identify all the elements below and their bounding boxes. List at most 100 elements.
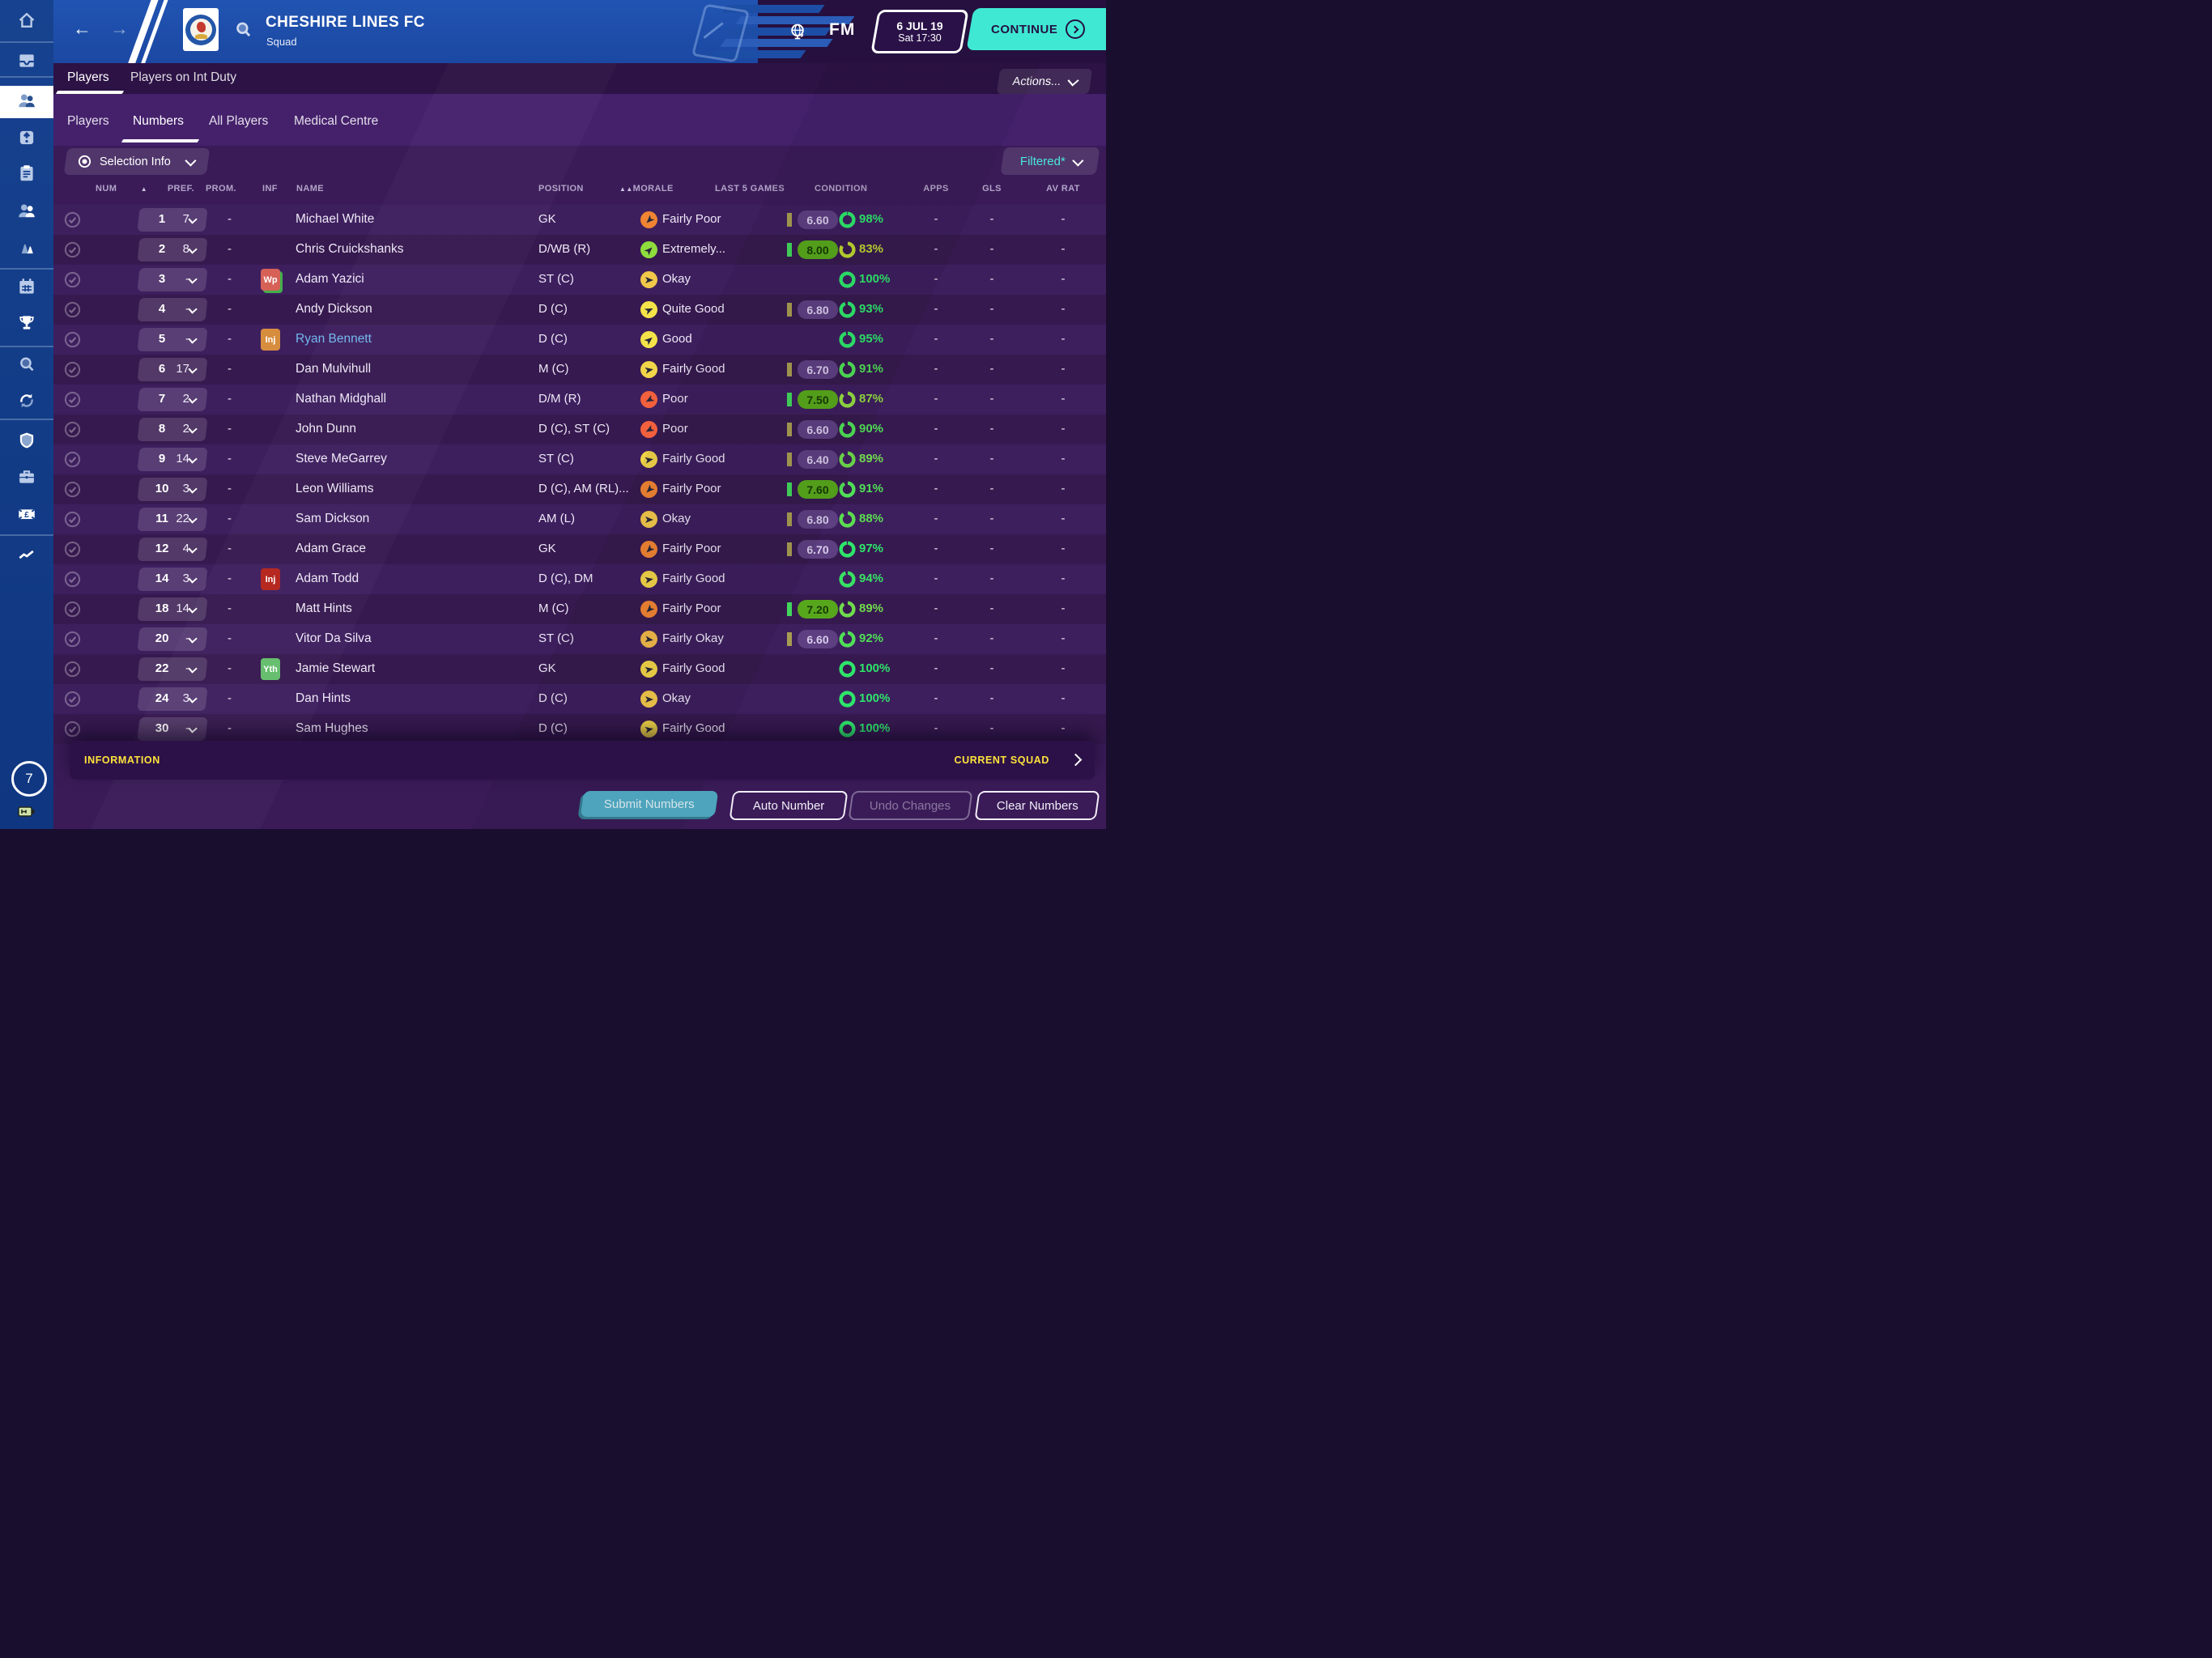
- table-row[interactable]: 22- - Yth Jamie Stewart GK Fairly Good 100% - - -: [53, 654, 1106, 684]
- clear-numbers-button[interactable]: Clear Numbers: [974, 791, 1100, 820]
- sidebar-item-home[interactable]: [0, 6, 53, 38]
- table-row[interactable]: 30- - Sam Hughes D (C) Fairly Good 100% - - -: [53, 714, 1106, 744]
- row-selected-check-icon[interactable]: [64, 451, 81, 472]
- submit-numbers-button[interactable]: Submit Numbers: [580, 791, 719, 817]
- sidebar-item-search[interactable]: [0, 350, 53, 382]
- column-header-inf[interactable]: INF: [262, 184, 278, 193]
- table-row[interactable]: 2 8- Chris Cruickshanks D/WB (R) Extremely..…: [53, 235, 1106, 265]
- player-name[interactable]: Jamie Stewart: [296, 661, 376, 675]
- column-header-apps[interactable]: APPS: [923, 184, 949, 193]
- row-selected-check-icon[interactable]: [64, 541, 81, 562]
- table-row[interactable]: 24 3- Dan Hints D (C) Okay 100% - - -: [53, 684, 1106, 714]
- player-name[interactable]: John Dunn: [296, 422, 356, 436]
- sidebar-item-promotion[interactable]: [0, 123, 53, 155]
- player-name[interactable]: Vitor Da Silva: [296, 631, 372, 645]
- table-row[interactable]: 6 17- Dan Mulvihull M (C) Fairly Good 6.70 91%…: [53, 355, 1106, 385]
- column-header-pos[interactable]: POSITION: [538, 184, 584, 193]
- row-selected-check-icon[interactable]: [64, 421, 81, 442]
- column-header-gls[interactable]: GLS: [982, 184, 1002, 193]
- row-selected-check-icon[interactable]: [64, 511, 81, 532]
- sidebar-item-briefcase[interactable]: [0, 462, 53, 495]
- row-selected-check-icon[interactable]: [64, 271, 81, 292]
- row-selected-check-icon[interactable]: [64, 301, 81, 322]
- row-selected-check-icon[interactable]: [64, 331, 81, 352]
- table-row[interactable]: 8 2- John Dunn D (C), ST (C) Poor 6.60 90% - - -: [53, 414, 1106, 444]
- club-crest[interactable]: [183, 8, 219, 51]
- selection-info-button[interactable]: Selection Info: [63, 148, 211, 175]
- sidebar-item-calendar[interactable]: [0, 272, 53, 304]
- row-selected-check-icon[interactable]: [64, 361, 81, 382]
- player-name[interactable]: Ryan Bennett: [296, 332, 372, 346]
- sidebar-item-notes[interactable]: [0, 159, 53, 191]
- player-name[interactable]: Sam Dickson: [296, 512, 370, 525]
- column-header-morale[interactable]: ▲▲MORALE: [619, 184, 674, 193]
- column-header-last5[interactable]: LAST 5 GAMES: [715, 184, 785, 193]
- tab-players[interactable]: Players: [67, 114, 109, 128]
- player-name[interactable]: Dan Hints: [296, 691, 351, 705]
- search-icon[interactable]: [233, 19, 254, 40]
- sidebar-item-finances[interactable]: £: [0, 500, 53, 532]
- back-button[interactable]: ←: [73, 18, 91, 39]
- row-selected-check-icon[interactable]: [64, 391, 81, 412]
- column-header-cond[interactable]: CONDITION: [815, 184, 868, 193]
- tab-players-on-int-duty[interactable]: Players on Int Duty: [130, 70, 236, 84]
- player-name[interactable]: Adam Grace: [296, 542, 367, 555]
- column-header-num[interactable]: NUM ▲: [96, 184, 148, 193]
- row-selected-check-icon[interactable]: [64, 691, 81, 712]
- player-name[interactable]: Steve MeGarrey: [296, 452, 387, 466]
- player-name[interactable]: Andy Dickson: [296, 302, 372, 316]
- row-selected-check-icon[interactable]: [64, 661, 81, 682]
- tab-players[interactable]: Players: [67, 70, 109, 84]
- table-row[interactable]: 14 3- Inj Adam Todd D (C), DM Fairly Good 94% -…: [53, 564, 1106, 594]
- continue-button[interactable]: CONTINUE: [966, 8, 1106, 50]
- column-header-name[interactable]: NAME: [296, 184, 324, 193]
- player-name[interactable]: Nathan Midghall: [296, 392, 387, 406]
- player-name[interactable]: Adam Yazici: [296, 272, 364, 286]
- player-name[interactable]: Michael White: [296, 212, 375, 226]
- sidebar-item-trophy[interactable]: [0, 308, 53, 341]
- table-row[interactable]: 4- - Andy Dickson D (C) Quite Good 6.80 93% - - -: [53, 295, 1106, 325]
- row-selected-check-icon[interactable]: [64, 241, 81, 262]
- sidebar-item-training[interactable]: [0, 232, 53, 265]
- player-name[interactable]: Dan Mulvihull: [296, 362, 372, 376]
- notification-count-badge[interactable]: 7: [11, 761, 47, 797]
- row-selected-check-icon[interactable]: [64, 211, 81, 232]
- player-name[interactable]: Sam Hughes: [296, 721, 368, 735]
- sidebar-item-squad[interactable]: [0, 86, 53, 118]
- table-row[interactable]: 9 14- Steve MeGarrey ST (C) Fairly Good 6.40 8…: [53, 444, 1106, 474]
- sidebar-item-staff[interactable]: [0, 196, 53, 228]
- row-selected-check-icon[interactable]: [64, 481, 81, 502]
- sidebar-item-transfers[interactable]: [0, 386, 53, 419]
- table-row[interactable]: 18 14- Matt Hints M (C) Fairly Poor 7.20 89% - -…: [53, 594, 1106, 624]
- sidebar-item-shield[interactable]: [0, 426, 53, 458]
- table-row[interactable]: 12 4- Adam Grace GK Fairly Poor 6.70 97% - - -: [53, 534, 1106, 564]
- tab-medical-centre[interactable]: Medical Centre: [294, 114, 379, 128]
- table-row[interactable]: 10 3- Leon Williams D (C), AM (RL)... Fairly…: [53, 474, 1106, 504]
- player-name[interactable]: Chris Cruickshanks: [296, 242, 404, 256]
- forward-button[interactable]: →: [110, 18, 129, 39]
- row-selected-check-icon[interactable]: [64, 601, 81, 622]
- row-selected-check-icon[interactable]: [64, 631, 81, 652]
- column-header-pref[interactable]: PREF.: [167, 184, 194, 193]
- table-row[interactable]: 20- - Vitor Da Silva ST (C) Fairly Okay 6.60 9…: [53, 624, 1106, 654]
- player-name[interactable]: Adam Todd: [296, 572, 359, 585]
- actions-button[interactable]: Actions...: [996, 69, 1093, 94]
- row-selected-check-icon[interactable]: [64, 721, 81, 742]
- globe-icon[interactable]: [788, 21, 807, 42]
- table-row[interactable]: 5- - Inj Ryan Bennett D (C) Good 95% - - -: [53, 325, 1106, 355]
- current-squad-label[interactable]: CURRENT SQUAD: [954, 755, 1049, 766]
- table-row[interactable]: 1 7- Michael White GK Fairly Poor 6.60 98% - - -: [53, 205, 1106, 235]
- sidebar-item-stats[interactable]: [0, 539, 53, 572]
- filter-button[interactable]: Filtered*: [1000, 147, 1100, 175]
- table-row[interactable]: 7 2- Nathan Midghall D/M (R) Poor 7.50 87% - - -: [53, 385, 1106, 414]
- player-name[interactable]: Leon Williams: [296, 482, 374, 495]
- auto-number-button[interactable]: Auto Number: [729, 791, 849, 820]
- tab-all-players[interactable]: All Players: [209, 114, 269, 128]
- table-row[interactable]: 3- - Wp Adam Yazici ST (C) Okay 100% - - -: [53, 265, 1106, 295]
- tab-numbers[interactable]: Numbers: [133, 114, 184, 128]
- table-row[interactable]: 11 22- Sam Dickson AM (L) Okay 6.80 88% - - -: [53, 504, 1106, 534]
- column-header-avrat[interactable]: AV RAT: [1046, 184, 1080, 193]
- player-name[interactable]: Matt Hints: [296, 602, 352, 615]
- sidebar-item-inbox[interactable]: [0, 46, 53, 79]
- column-header-prom[interactable]: PROM.: [205, 184, 236, 193]
